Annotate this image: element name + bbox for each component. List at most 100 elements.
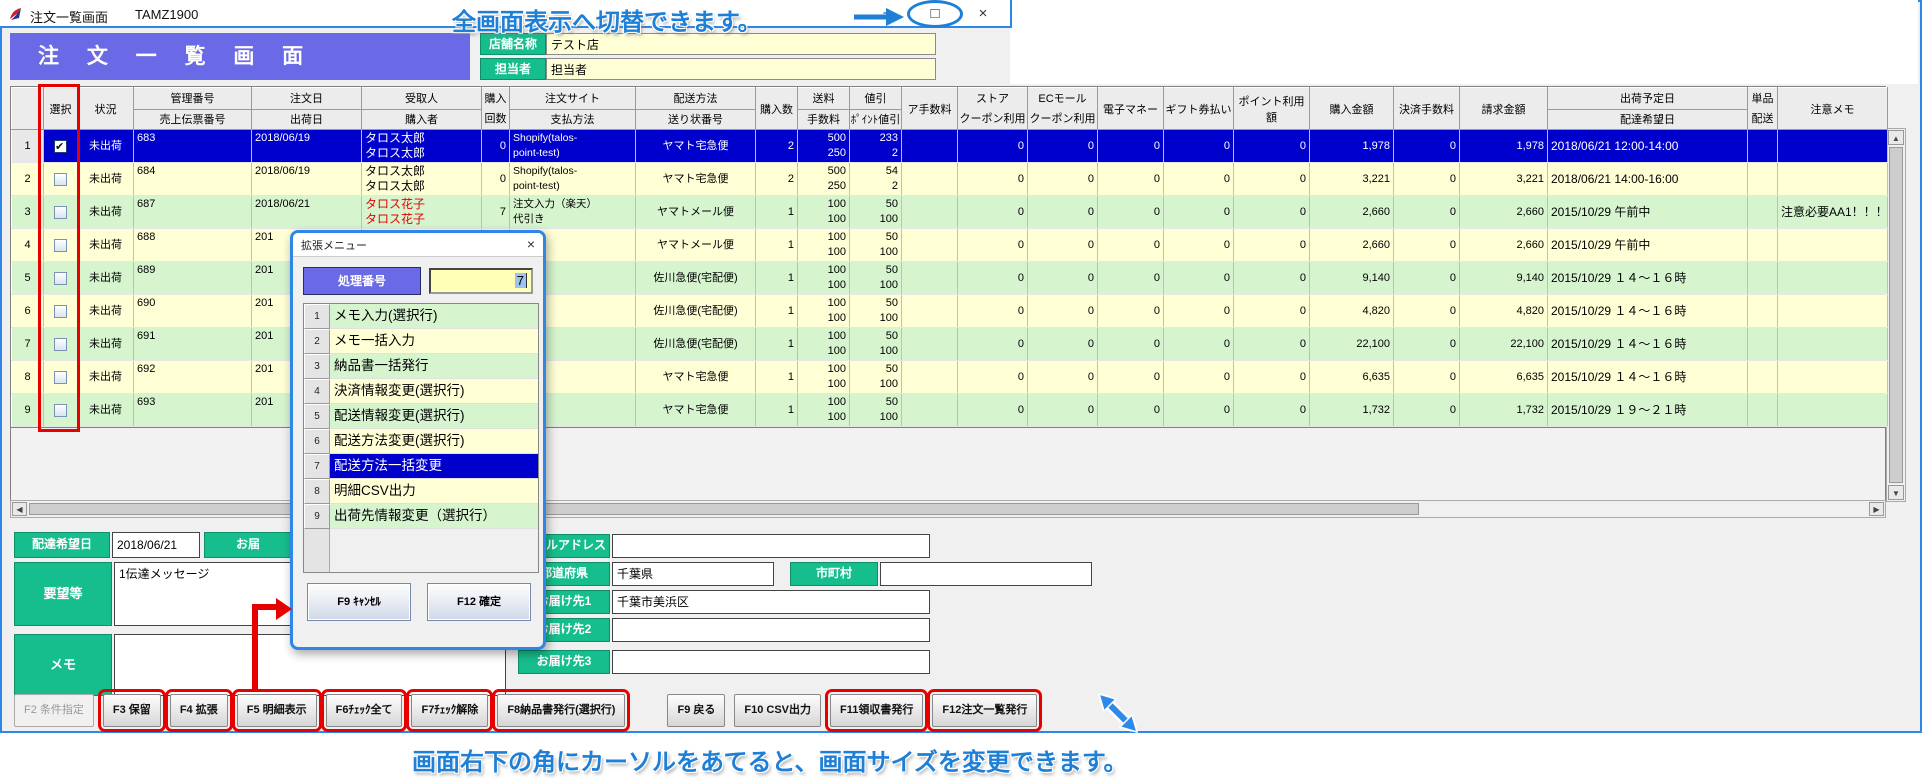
table-cell: 1: [11, 129, 44, 163]
table-cell: [1777, 162, 1888, 196]
table-cell: 0: [1097, 360, 1164, 394]
function-button-f8納品書発行(選択行)[interactable]: F8納品書発行(選択行): [492, 688, 631, 732]
table-cell: タロス太郎 タロス太郎: [361, 129, 482, 163]
staff-field[interactable]: 担当者: [546, 58, 936, 80]
table-cell: 689: [133, 261, 252, 295]
table-cell: 2,660: [1309, 195, 1394, 229]
city-field[interactable]: [880, 562, 1092, 586]
table-row[interactable]: 3 未出荷 687 2018/06/21 タロス花子 タロス花子 7 注文入力（楽天） 代引きヤ…: [11, 195, 1888, 229]
row-checkbox[interactable]: [54, 238, 67, 252]
dialog-cancel-button[interactable]: F9 ｷｬﾝｾﾙ: [307, 583, 411, 621]
table-row[interactable]: 2 未出荷 684 2018/06/19 タロス太郎 タロス太郎 0 Shopify(talo…: [11, 162, 1888, 196]
row-checkbox[interactable]: [54, 205, 67, 219]
table-cell: 4,820: [1459, 294, 1548, 328]
menu-item[interactable]: 5 配送情報変更(選択行): [304, 404, 538, 429]
menu-item[interactable]: 6 配送方法変更(選択行): [304, 429, 538, 454]
resize-annotation: 画面右下の角にカーソルをあてると、画面サイズを変更できます。: [412, 749, 1128, 776]
scroll-up-icon[interactable]: ▲: [1888, 130, 1904, 145]
row-checkbox[interactable]: [54, 271, 67, 285]
function-button-f7ﾁｪｯｸ解除[interactable]: F7ﾁｪｯｸ解除: [406, 688, 494, 732]
function-button-f2[interactable]: F2 条件指定: [14, 693, 94, 727]
close-button[interactable]: ×: [978, 5, 988, 22]
table-row[interactable]: 1未出荷6832018/06/19タロス太郎タロス太郎0Shopify(talo…: [11, 129, 1888, 163]
address2-field[interactable]: [612, 618, 930, 642]
row-checkbox[interactable]: [54, 337, 67, 351]
table-cell: 0: [1027, 294, 1098, 328]
dialog-confirm-button[interactable]: F12 確定: [427, 583, 531, 621]
table-cell: 0: [1233, 261, 1310, 295]
table-cell: ヤマト宅急便: [635, 162, 756, 196]
row-checkbox[interactable]: [54, 304, 67, 318]
page-title: 注 文 一 覧 画 面: [10, 33, 470, 80]
table-cell: [901, 228, 958, 262]
table-cell: 22,100: [1459, 327, 1548, 361]
menu-item[interactable]: 2 メモ一括入力: [304, 329, 538, 354]
function-button-f11領収書発行[interactable]: F11領収書発行: [825, 688, 929, 732]
table-cell: 0: [1393, 228, 1460, 262]
menu-item[interactable]: 7 配送方法一括変更: [304, 454, 538, 479]
table-cell: ヤマトメール便: [635, 195, 756, 229]
scroll-right-icon[interactable]: ▶: [1869, 502, 1884, 516]
function-button-f5[interactable]: F5 明細表示: [231, 688, 322, 732]
menu-item[interactable]: 9 出荷先情報変更（選択行）: [304, 504, 538, 529]
table-cell: 0: [1097, 294, 1164, 328]
email-field[interactable]: [612, 534, 930, 558]
function-button-f3[interactable]: F3 保留: [97, 688, 166, 732]
table-cell: 3,221: [1459, 162, 1548, 196]
table-cell: 0: [1027, 360, 1098, 394]
table-cell: 50 100: [849, 327, 902, 361]
column-header: 単品 配送: [1747, 87, 1778, 130]
function-button-f6ﾁｪｯｸ全て[interactable]: F6ﾁｪｯｸ全て: [320, 688, 408, 732]
menu-item[interactable]: 4 決済情報変更(選択行): [304, 379, 538, 404]
table-cell: [1747, 195, 1778, 229]
table-cell: ヤマト宅急便: [635, 360, 756, 394]
row-checkbox[interactable]: [54, 370, 67, 384]
address1-field[interactable]: 千葉市美浜区: [612, 590, 930, 614]
process-number-input[interactable]: 7: [429, 268, 533, 294]
table-cell: 100 100: [797, 393, 850, 427]
table-cell: 2,660: [1459, 195, 1548, 229]
table-cell: Shopify(talos-point-test): [509, 162, 636, 196]
function-button-f4[interactable]: F4 拡張: [164, 688, 233, 732]
menu-item[interactable]: 3 納品書一括発行: [304, 354, 538, 379]
table-cell: 0: [957, 162, 1028, 196]
table-cell: 注意必要AA1！！！: [1777, 195, 1888, 229]
resize-arrow-icon: [1097, 692, 1139, 734]
function-button-f9[interactable]: F9 戻る: [667, 693, 726, 727]
shop-name-field[interactable]: テスト店: [546, 33, 936, 55]
row-checkbox[interactable]: [54, 172, 67, 186]
menu-item[interactable]: 1 メモ入力(選択行): [304, 304, 538, 329]
table-cell: 0: [481, 162, 510, 196]
table-cell: 2015/10/29 １９～２１時: [1547, 393, 1748, 427]
vertical-scrollbar[interactable]: ▲ ▼: [1886, 128, 1906, 502]
prefecture-field[interactable]: 千葉県: [612, 562, 774, 586]
vertical-scroll-thumb[interactable]: [1889, 147, 1903, 483]
horizontal-scroll-thumb[interactable]: [29, 503, 1419, 515]
table-cell: 0: [957, 129, 1028, 163]
table-cell: 8: [11, 360, 44, 394]
table-cell: Shopify(talos-point-test): [509, 129, 636, 163]
function-button-f10[interactable]: F10 CSV出力: [734, 693, 822, 727]
table-cell: 0: [1233, 393, 1310, 427]
table-cell: [1747, 162, 1778, 196]
table-cell: 0: [1163, 261, 1234, 295]
table-row[interactable]: 4 未出荷 688 201 ヤマトメール便 1 100 100 50 100 0 0 0 0 0 2,660 0…: [11, 228, 1888, 262]
table-cell: 未出荷: [77, 327, 134, 361]
menu-item[interactable]: 8 明細CSV出力: [304, 479, 538, 504]
table-cell: 0: [957, 360, 1028, 394]
delivery-date-field[interactable]: 2018/06/21: [112, 532, 200, 558]
scroll-down-icon[interactable]: ▼: [1888, 485, 1904, 500]
table-cell: 3: [11, 195, 44, 229]
scroll-left-icon[interactable]: ◀: [12, 502, 27, 516]
row-checkbox[interactable]: [54, 403, 67, 417]
table-cell: 2015/10/29 １４～１６時: [1547, 327, 1748, 361]
dialog-close-icon[interactable]: ×: [526, 236, 535, 252]
table-cell: [901, 327, 958, 361]
column-header: 注意メモ: [1777, 87, 1888, 130]
function-button-f12注文一覧発行[interactable]: F12注文一覧発行: [927, 688, 1043, 732]
table-cell: 100 100: [797, 327, 850, 361]
row-checkbox-checked[interactable]: [54, 139, 67, 153]
address3-field[interactable]: [612, 650, 930, 674]
column-header: 請求金額: [1459, 87, 1548, 130]
table-cell: 2: [11, 162, 44, 196]
